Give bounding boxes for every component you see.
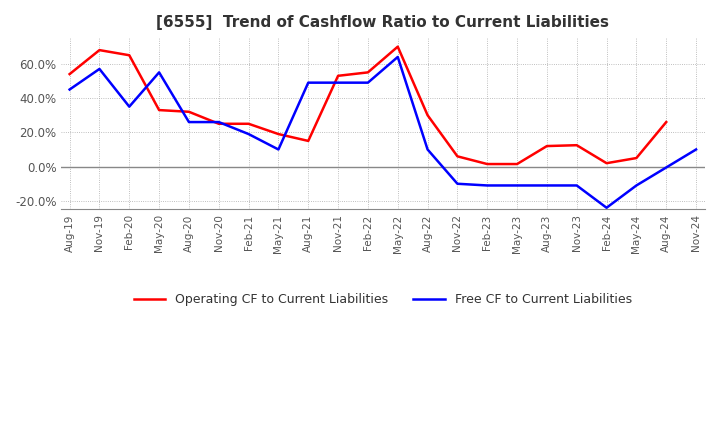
Title: [6555]  Trend of Cashflow Ratio to Current Liabilities: [6555] Trend of Cashflow Ratio to Curren…	[156, 15, 609, 30]
Free CF to Current Liabilities	[393, 54, 402, 59]
Operating CF to Current Liabilities	[95, 48, 104, 53]
Free CF to Current Liabilities	[483, 183, 492, 188]
Free CF to Current Liabilities	[513, 183, 521, 188]
Line: Operating CF to Current Liabilities: Operating CF to Current Liabilities	[70, 47, 666, 164]
Free CF to Current Liabilities	[543, 183, 552, 188]
Operating CF to Current Liabilities	[125, 53, 134, 58]
Free CF to Current Liabilities	[95, 66, 104, 72]
Free CF to Current Liabilities	[304, 80, 312, 85]
Operating CF to Current Liabilities	[543, 143, 552, 149]
Operating CF to Current Liabilities	[393, 44, 402, 49]
Operating CF to Current Liabilities	[364, 70, 372, 75]
Operating CF to Current Liabilities	[513, 161, 521, 167]
Operating CF to Current Liabilities	[66, 71, 74, 77]
Free CF to Current Liabilities	[155, 70, 163, 75]
Operating CF to Current Liabilities	[483, 161, 492, 167]
Free CF to Current Liabilities	[184, 119, 193, 125]
Operating CF to Current Liabilities	[632, 155, 641, 161]
Free CF to Current Liabilities	[364, 80, 372, 85]
Free CF to Current Liabilities	[274, 147, 283, 152]
Free CF to Current Liabilities	[423, 147, 432, 152]
Operating CF to Current Liabilities	[244, 121, 253, 126]
Free CF to Current Liabilities	[572, 183, 581, 188]
Operating CF to Current Liabilities	[184, 109, 193, 114]
Free CF to Current Liabilities	[215, 119, 223, 125]
Free CF to Current Liabilities	[125, 104, 134, 109]
Operating CF to Current Liabilities	[274, 132, 283, 137]
Free CF to Current Liabilities	[692, 147, 701, 152]
Operating CF to Current Liabilities	[662, 119, 670, 125]
Free CF to Current Liabilities	[334, 80, 343, 85]
Operating CF to Current Liabilities	[215, 121, 223, 126]
Operating CF to Current Liabilities	[423, 113, 432, 118]
Operating CF to Current Liabilities	[602, 161, 611, 166]
Operating CF to Current Liabilities	[334, 73, 343, 78]
Operating CF to Current Liabilities	[155, 107, 163, 113]
Line: Free CF to Current Liabilities: Free CF to Current Liabilities	[70, 57, 696, 208]
Free CF to Current Liabilities	[244, 132, 253, 137]
Free CF to Current Liabilities	[453, 181, 462, 187]
Operating CF to Current Liabilities	[453, 154, 462, 159]
Operating CF to Current Liabilities	[572, 143, 581, 148]
Free CF to Current Liabilities	[66, 87, 74, 92]
Legend: Operating CF to Current Liabilities, Free CF to Current Liabilities: Operating CF to Current Liabilities, Fre…	[129, 288, 636, 311]
Operating CF to Current Liabilities	[304, 138, 312, 143]
Free CF to Current Liabilities	[602, 205, 611, 210]
Free CF to Current Liabilities	[632, 183, 641, 188]
